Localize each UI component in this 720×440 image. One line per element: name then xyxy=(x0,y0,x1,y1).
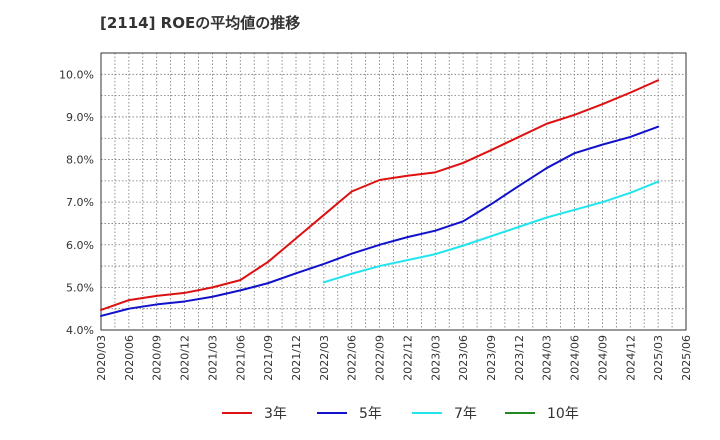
x-tick-label: 2023/06 xyxy=(457,335,470,381)
x-tick-label: 2020/03 xyxy=(95,335,108,381)
y-tick-label: 4.0% xyxy=(66,324,94,337)
series-line-5年 xyxy=(100,125,660,317)
x-tick-label: 2021/03 xyxy=(206,335,219,381)
legend-label-5年: 5年 xyxy=(359,406,382,422)
grid xyxy=(100,52,687,331)
x-tick-label: 2025/06 xyxy=(680,335,693,381)
x-tick-label: 2025/03 xyxy=(652,335,665,381)
y-tick-label: 7.0% xyxy=(66,196,94,209)
x-tick-label: 2021/09 xyxy=(262,335,275,381)
x-tick-label: 2022/06 xyxy=(346,335,359,381)
x-tick-label: 2023/03 xyxy=(429,335,442,381)
plot-frame xyxy=(100,52,687,331)
x-tick-label: 2022/09 xyxy=(374,335,387,381)
x-tick-label: 2023/12 xyxy=(513,335,526,381)
legend-label-10年: 10年 xyxy=(547,406,579,422)
legend: 3年 5年 7年 10年 xyxy=(222,406,579,422)
series-line-3年 xyxy=(100,79,660,311)
y-tick-label: 9.0% xyxy=(66,111,94,124)
x-tick-label: 2021/12 xyxy=(290,335,303,381)
x-tick-label: 2024/03 xyxy=(541,335,554,381)
x-axis: 2020/03 2020/06 2020/09 2020/12 2021/03 2021/… xyxy=(95,335,693,381)
legend-label-3年: 3年 xyxy=(264,406,287,422)
x-tick-label: 2022/03 xyxy=(318,335,331,381)
series-line-7年 xyxy=(322,180,660,284)
y-tick-label: 10.0% xyxy=(59,68,94,81)
x-tick-label: 2020/06 xyxy=(123,335,136,381)
x-tick-label: 2023/09 xyxy=(485,335,498,381)
x-tick-label: 2022/12 xyxy=(401,335,414,381)
y-tick-label: 8.0% xyxy=(66,154,94,167)
x-tick-label: 2024/06 xyxy=(569,335,582,381)
y-tick-label: 5.0% xyxy=(66,281,94,294)
chart-title: [2114] ROEの平均値の推移 xyxy=(100,14,301,32)
x-tick-label: 2020/12 xyxy=(179,335,192,381)
y-tick-label: 6.0% xyxy=(66,239,94,252)
x-tick-label: 2021/06 xyxy=(234,335,247,381)
x-tick-label: 2024/12 xyxy=(624,335,637,381)
y-axis: 4.0% 5.0% 6.0% 7.0% 8.0% 9.0% 10.0% xyxy=(59,68,94,337)
series-lines xyxy=(100,79,660,317)
legend-label-7年: 7年 xyxy=(454,406,477,422)
x-tick-label: 2020/09 xyxy=(151,335,164,381)
x-tick-label: 2024/09 xyxy=(596,335,609,381)
